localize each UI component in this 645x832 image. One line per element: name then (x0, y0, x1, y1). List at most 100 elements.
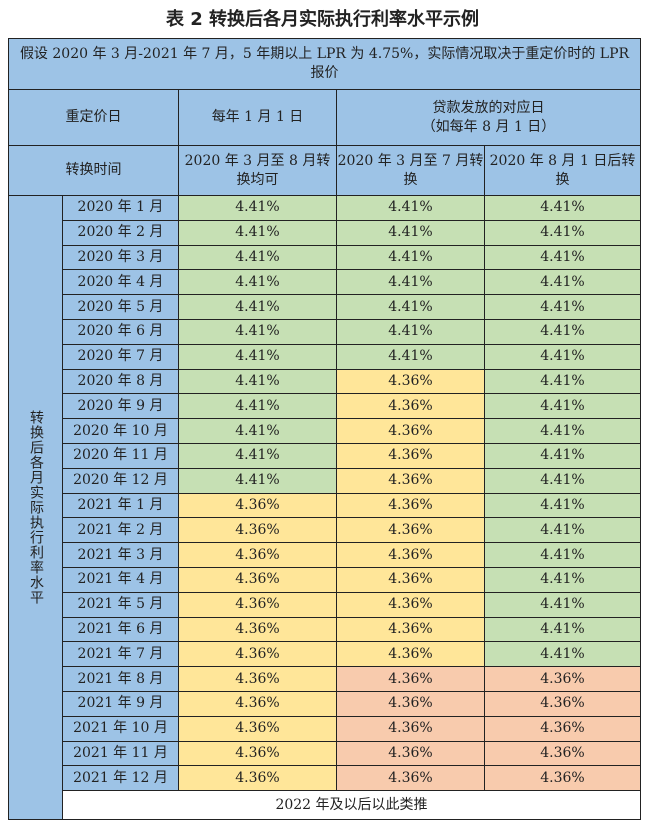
rate-cell: 4.36% (336, 517, 485, 544)
rate-cell: 4.41% (336, 294, 485, 320)
table-row: 2020 年 4 月 4.41% 4.41% 4.41% (9, 269, 641, 296)
rate-cell: 4.36% (336, 542, 485, 568)
reprice-jan1: 每年 1 月 1 日 (178, 89, 337, 146)
rate-cell: 4.36% (178, 666, 337, 692)
rate-table: 假设 2020 年 3 月-2021 年 7 月，5 年期以上 LPR 为 4.… (8, 38, 641, 821)
month-cell: 2020 年 8 月 (62, 368, 179, 395)
rate-cell: 4.41% (178, 442, 337, 469)
table-row: 2021 年 5 月 4.36% 4.36% 4.41% (9, 591, 641, 618)
table-row: 2021 年 8 月 4.36% 4.36% 4.36% (9, 666, 641, 692)
rate-cell: 4.41% (178, 418, 337, 444)
rate-cell: 4.41% (336, 343, 485, 370)
rate-cell: 4.36% (336, 641, 485, 668)
table-row: 2020 年 5 月 4.41% 4.41% 4.41% (9, 294, 641, 320)
table-title: 表 2 转换后各月实际执行利率水平示例 (165, 9, 480, 30)
rate-cell: 4.36% (336, 616, 485, 643)
rate-cell: 4.36% (336, 393, 485, 420)
month-cell: 2021 年 7 月 (62, 641, 179, 668)
rate-cell: 4.41% (484, 244, 641, 271)
month-cell: 2020 年 4 月 (62, 269, 179, 296)
side-label: 转换后各月实际执行利率水平 (8, 194, 63, 821)
rate-cell: 4.36% (178, 616, 337, 643)
rate-cell: 4.41% (484, 492, 641, 519)
month-cell: 2020 年 12 月 (62, 467, 179, 494)
rate-cell: 4.36% (336, 492, 485, 519)
rate-cell: 4.36% (178, 690, 337, 717)
rate-cell: 4.36% (336, 690, 485, 717)
month-cell: 2021 年 4 月 (62, 566, 179, 593)
rate-cell: 4.36% (178, 765, 337, 792)
rate-cell: 4.41% (336, 195, 485, 221)
rate-cell: 4.41% (178, 294, 337, 320)
rate-cell: 4.41% (484, 566, 641, 593)
table-row: 2021 年 11 月 4.36% 4.36% 4.36% (9, 740, 641, 767)
month-cell: 2021 年 3 月 (62, 542, 179, 568)
month-cell: 2020 年 10 月 (62, 418, 179, 444)
rate-cell: 4.36% (336, 566, 485, 593)
rate-cell: 4.41% (178, 269, 337, 296)
rate-cell: 4.36% (178, 641, 337, 668)
rate-cell: 4.41% (336, 244, 485, 271)
table-row: 2021 年 10 月 4.36% 4.36% 4.36% (9, 715, 641, 742)
table-row: 2021 年 6 月 4.36% 4.36% 4.41% (9, 616, 641, 643)
month-cell: 2020 年 9 月 (62, 393, 179, 420)
table-row: 2021 年 2 月 4.36% 4.36% 4.41% (9, 517, 641, 544)
table-row: 2020 年 7 月 4.41% 4.41% 4.41% (9, 343, 641, 370)
rate-cell: 4.41% (178, 244, 337, 271)
month-cell: 2020 年 11 月 (62, 442, 179, 469)
month-cell: 2021 年 2 月 (62, 517, 179, 544)
rate-cell: 4.41% (484, 467, 641, 494)
rate-cell: 4.36% (336, 666, 485, 692)
convert-col3: 2020 年 8 月 1 日后转换 (484, 145, 641, 196)
month-cell: 2020 年 1 月 (62, 195, 179, 221)
table-row: 2020 年 9 月 4.41% 4.36% 4.41% (9, 393, 641, 420)
rate-cell: 4.41% (484, 294, 641, 320)
month-cell: 2021 年 9 月 (62, 690, 179, 717)
rate-cell: 4.36% (336, 467, 485, 494)
assumption-note: 假设 2020 年 3 月-2021 年 7 月，5 年期以上 LPR 为 4.… (8, 38, 641, 90)
rate-cell: 4.36% (484, 740, 641, 767)
rate-cell: 4.36% (484, 715, 641, 742)
month-cell: 2021 年 10 月 (62, 715, 179, 742)
table-row: 2021 年 3 月 4.36% 4.36% 4.41% (9, 542, 641, 568)
month-cell: 2021 年 12 月 (62, 765, 179, 792)
rate-cell: 4.41% (178, 467, 337, 494)
rate-cell: 4.41% (336, 219, 485, 246)
table-row: 2020 年 6 月 4.41% 4.41% 4.41% (9, 318, 641, 345)
table-row: 2021 年 4 月 4.36% 4.36% 4.41% (9, 566, 641, 593)
rate-cell: 4.36% (336, 715, 485, 742)
rate-cell: 4.41% (336, 318, 485, 345)
month-cell: 2021 年 8 月 (62, 666, 179, 692)
rate-cell: 4.41% (484, 195, 641, 221)
table-row: 2020 年 10 月 4.41% 4.36% 4.41% (9, 418, 641, 444)
convert-col1: 2020 年 3 月至 8 月转换均可 (178, 145, 337, 196)
rate-cell: 4.41% (336, 269, 485, 296)
rate-cell: 4.36% (178, 715, 337, 742)
rate-cell: 4.41% (484, 616, 641, 643)
rate-cell: 4.36% (178, 566, 337, 593)
rate-cell: 4.41% (178, 219, 337, 246)
rate-cell: 4.36% (178, 740, 337, 767)
rate-cell: 4.41% (484, 269, 641, 296)
rate-cell: 4.36% (336, 765, 485, 792)
rate-cell: 4.41% (484, 343, 641, 370)
rate-cell: 4.41% (484, 442, 641, 469)
table-row: 2020 年 2 月 4.41% 4.41% 4.41% (9, 219, 641, 246)
table-row: 2021 年 9 月 4.36% 4.36% 4.36% (9, 690, 641, 717)
rate-cell: 4.41% (484, 219, 641, 246)
rate-cell: 4.36% (336, 418, 485, 444)
table-row: 2020 年 12 月 4.41% 4.36% 4.41% (9, 467, 641, 494)
rate-cell: 4.36% (178, 492, 337, 519)
month-cell: 2020 年 3 月 (62, 244, 179, 271)
rate-cell: 4.41% (178, 393, 337, 420)
footer-note: 2022 年及以后以此类推 (62, 790, 641, 821)
table-row: 2020 年 8 月 4.41% 4.36% 4.41% (9, 368, 641, 395)
rate-cell: 4.41% (484, 393, 641, 420)
table-row: 2021 年 7 月 4.36% 4.36% 4.41% (9, 641, 641, 668)
table-row: 2021 年 12 月 4.36% 4.36% 4.36% (9, 765, 641, 792)
rate-cell: 4.36% (484, 765, 641, 792)
month-cell: 2020 年 5 月 (62, 294, 179, 320)
rate-cell: 4.36% (336, 442, 485, 469)
month-cell: 2021 年 1 月 (62, 492, 179, 519)
reprice-label: 重定价日 (8, 89, 179, 146)
